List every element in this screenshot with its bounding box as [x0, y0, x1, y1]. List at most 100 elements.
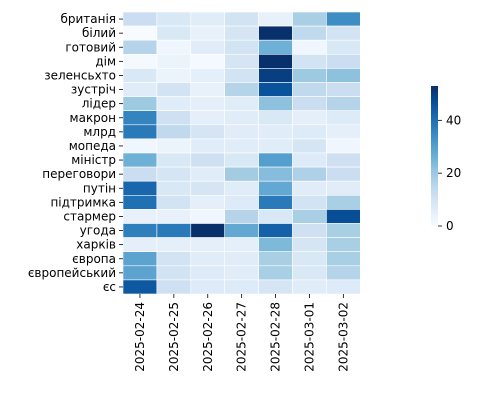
heatmap-cell: [190, 96, 226, 111]
heatmap-cell: [122, 110, 158, 126]
heatmap-cell: [156, 166, 192, 182]
heatmap-cell: [292, 11, 327, 27]
heatmap-cell: [224, 195, 259, 210]
y-tick-label: дім: [95, 54, 116, 68]
heatmap-cell: [122, 124, 158, 140]
heatmap-cell: [326, 82, 361, 97]
heatmap-cell: [292, 96, 327, 111]
heatmap-cell: [156, 223, 192, 238]
heatmap-cell: [292, 39, 327, 55]
heatmap-cell: [326, 251, 361, 267]
heatmap-cell: [122, 25, 158, 41]
heatmap-cell: [156, 39, 192, 55]
heatmap-cell: [156, 138, 192, 154]
heatmap-cell: [122, 265, 158, 281]
heatmap-cell: [326, 53, 361, 69]
heatmap-cell: [292, 53, 327, 69]
heatmap-cell: [190, 251, 226, 267]
heatmap-cell: [326, 11, 361, 27]
y-tick-label: переговори: [42, 167, 116, 181]
heatmap-cell: [258, 180, 293, 196]
heatmap-cell: [122, 223, 158, 238]
heatmap-cell: [122, 251, 158, 267]
heatmap-cell: [122, 166, 158, 182]
heatmap-cell: [326, 265, 361, 281]
heatmap-cell: [326, 110, 361, 126]
x-tick-label: 2025-03-01: [302, 302, 316, 372]
heatmap-cell: [326, 195, 361, 210]
heatmap-cell: [292, 110, 327, 126]
heatmap-cell: [156, 265, 192, 281]
heatmap-cell: [156, 82, 192, 97]
heatmap-cell: [122, 138, 158, 154]
heatmap-cell: [156, 25, 192, 41]
heatmap-cell: [258, 195, 293, 210]
colorbar-gradient: [431, 86, 438, 226]
heatmap-cell: [326, 138, 361, 154]
heatmap-cell: [292, 166, 327, 182]
heatmap-cell: [326, 209, 361, 224]
x-tick-label: 2025-02-28: [269, 302, 283, 372]
heatmap-cell: [224, 39, 259, 55]
heatmap-cell: [224, 152, 259, 168]
heatmap-cell: [326, 68, 361, 83]
y-axis-labels: британіябілийготовийдімзеленсьхтозустріч…: [28, 12, 123, 294]
heatmap-cell: [258, 152, 293, 168]
y-tick-label: міністр: [71, 153, 116, 167]
heatmap-cell: [122, 209, 158, 224]
heatmap-cell: [224, 11, 259, 27]
heatmap-cell: [122, 39, 158, 55]
heatmap-cell: [292, 265, 327, 281]
heatmap-cell: [326, 279, 361, 295]
y-tick-label: зустріч: [71, 83, 116, 97]
y-tick-label: білий: [82, 26, 116, 40]
y-tick-label: зеленсьхто: [44, 68, 116, 82]
heatmap-cell: [190, 223, 226, 238]
y-tick-label: британія: [60, 12, 116, 26]
heatmap-cell: [122, 96, 158, 111]
heatmap-cell: [190, 124, 226, 140]
heatmap-cell: [292, 195, 327, 210]
heatmap-cell: [258, 53, 293, 69]
heatmap-cell: [224, 68, 259, 83]
heatmap-cell: [190, 11, 226, 27]
x-tick-label: 2025-02-25: [167, 302, 181, 372]
heatmap-cell: [258, 237, 293, 253]
heatmap-cell: [292, 237, 327, 253]
heatmap-cell: [326, 180, 361, 196]
x-tick-label: 2025-02-27: [235, 302, 249, 372]
y-tick-label: угода: [80, 224, 116, 238]
heatmap-cell: [224, 96, 259, 111]
heatmap-cell: [224, 237, 259, 253]
heatmap-cell: [190, 152, 226, 168]
heatmap-cell: [156, 124, 192, 140]
heatmap-cell: [156, 180, 192, 196]
y-tick-label: путін: [83, 181, 116, 195]
heatmap-cell: [292, 251, 327, 267]
heatmap-cell: [190, 265, 226, 281]
y-tick-label: європа: [72, 252, 116, 266]
heatmap-cell: [156, 209, 192, 224]
heatmap-cell: [292, 138, 327, 154]
heatmap-cell: [156, 68, 192, 83]
heatmap-cell: [292, 68, 327, 83]
y-tick-label: млрд: [83, 125, 116, 139]
heatmap-cell: [156, 279, 192, 295]
heatmap-cell: [258, 110, 293, 126]
heatmap-cell: [258, 279, 293, 295]
heatmap-cell: [292, 279, 327, 295]
heatmap-cell: [224, 209, 259, 224]
heatmap-cell: [224, 110, 259, 126]
heatmap-cell: [156, 237, 192, 253]
y-tick-label: європейський: [28, 266, 116, 280]
heatmap-cell: [156, 195, 192, 210]
heatmap-cell: [258, 11, 293, 27]
heatmap-cell: [122, 180, 158, 196]
heatmap-cell: [224, 223, 259, 238]
heatmap-cell: [190, 138, 226, 154]
heatmap-cell: [122, 237, 158, 253]
heatmap-cell: [156, 110, 192, 126]
heatmap-cell: [190, 279, 226, 295]
heatmap-cell: [292, 82, 327, 97]
heatmap-cell: [224, 25, 259, 41]
